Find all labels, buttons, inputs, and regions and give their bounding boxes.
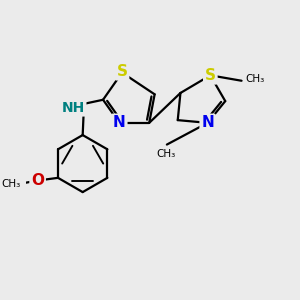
Text: S: S bbox=[205, 68, 216, 83]
Text: NH: NH bbox=[61, 101, 85, 115]
Text: O: O bbox=[31, 173, 44, 188]
Text: CH₃: CH₃ bbox=[1, 179, 20, 189]
Text: S: S bbox=[117, 64, 128, 79]
Text: CH₃: CH₃ bbox=[246, 74, 265, 84]
Text: N: N bbox=[201, 115, 214, 130]
Text: N: N bbox=[113, 115, 126, 130]
Text: CH₃: CH₃ bbox=[156, 148, 175, 159]
